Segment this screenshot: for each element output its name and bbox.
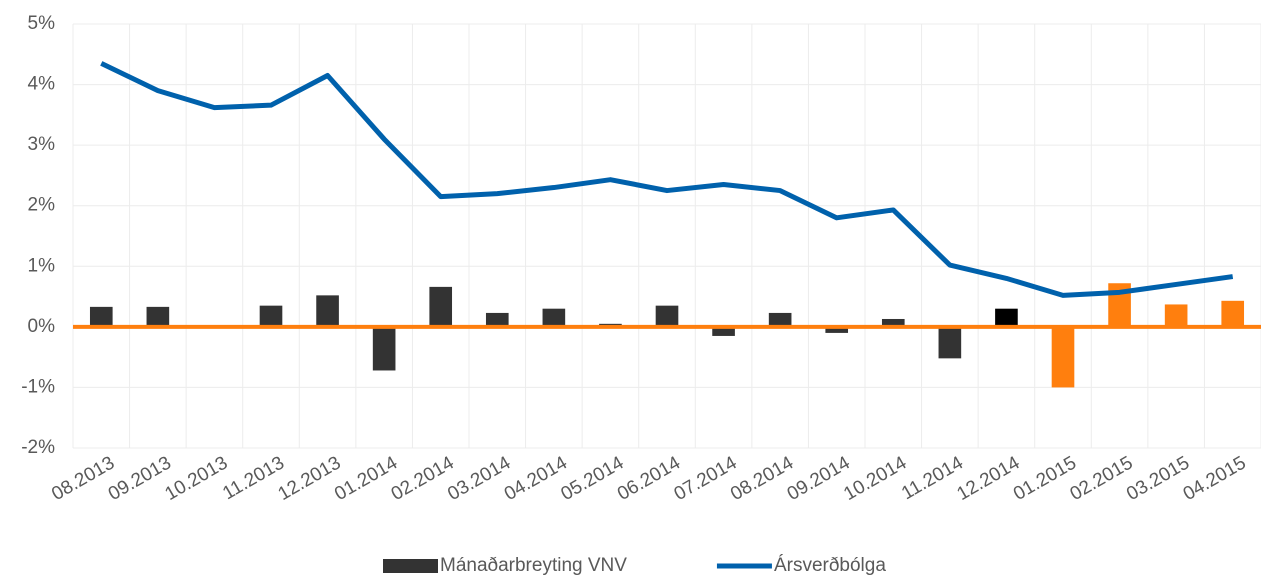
x-tick-label: 08.2014 <box>727 452 797 505</box>
y-tick-label: 2% <box>28 195 56 216</box>
bar <box>825 326 849 333</box>
x-tick-label: 03.2015 <box>1123 452 1193 505</box>
y-tick-label: 0% <box>28 316 56 337</box>
x-tick-label: 04.2015 <box>1180 452 1250 505</box>
bar <box>485 312 509 327</box>
line <box>100 61 1234 298</box>
bar <box>429 286 453 327</box>
y-tick-label: -2% <box>21 437 55 458</box>
bar <box>938 326 962 359</box>
x-tick-label: 09.2013 <box>105 452 175 505</box>
y-tick-label: -1% <box>21 376 55 397</box>
bar <box>1164 304 1188 327</box>
y-tick-label: 4% <box>28 74 56 95</box>
bar <box>995 308 1018 327</box>
x-tick-label: 09.2014 <box>784 452 854 505</box>
x-tick-label: 06.2014 <box>614 452 684 505</box>
x-tick-label: 11.2013 <box>219 452 288 504</box>
bar <box>542 308 566 327</box>
x-tick-label: 04.2014 <box>501 452 571 505</box>
x-tick-label: 12.2013 <box>275 452 345 505</box>
legend-label: Ársverðbólga <box>774 555 886 576</box>
x-tick-label: 01.2015 <box>1010 452 1080 505</box>
y-tick-label: 5% <box>28 13 56 34</box>
bar <box>712 326 735 336</box>
x-tick-label: 08.2013 <box>48 452 118 505</box>
x-tick-label: 11.2014 <box>898 452 967 504</box>
legend-label: Mánaðarbreyting VNV <box>440 555 627 576</box>
legend-swatch <box>383 559 438 573</box>
x-tick-label: 10.2013 <box>161 452 231 505</box>
bar <box>655 305 679 327</box>
x-tick-label: 05.2014 <box>557 452 627 505</box>
y-tick-label: 1% <box>28 255 56 276</box>
bar <box>89 306 113 327</box>
bar <box>768 312 792 327</box>
bar <box>881 318 905 327</box>
bar <box>146 306 170 327</box>
y-tick-label: 3% <box>28 134 56 155</box>
bar <box>259 305 283 327</box>
bar <box>316 295 339 327</box>
bar <box>372 326 396 371</box>
x-tick-label: 02.2015 <box>1067 452 1137 505</box>
x-tick-label: 01.2014 <box>331 452 401 505</box>
x-tick-label: 07.2014 <box>671 452 741 505</box>
bar <box>1221 300 1245 327</box>
x-tick-label: 02.2014 <box>388 452 458 505</box>
x-tick-label: 12.2014 <box>953 452 1023 505</box>
bar <box>1051 326 1075 388</box>
x-tick-label: 03.2014 <box>444 452 514 505</box>
x-tick-label: 10.2014 <box>840 452 910 505</box>
